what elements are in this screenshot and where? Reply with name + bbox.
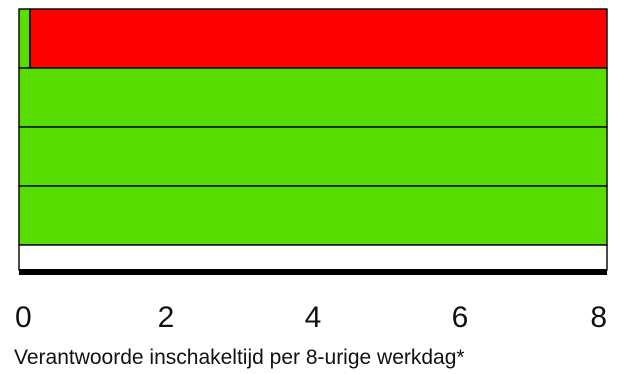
bar-row-1-segment-1	[18, 8, 31, 69]
bar-row-3-segment-1	[18, 126, 608, 187]
x-tick-label: 4	[305, 301, 322, 334]
bar-row-4-segment-1	[18, 185, 608, 246]
bar-row-5-segment-1	[18, 244, 608, 271]
x-tick-label: 2	[158, 301, 175, 334]
x-axis-label: Verantwoorde inschakeltijd per 8-urige w…	[14, 346, 465, 369]
bar-row-1-segment-2	[29, 8, 608, 69]
x-tick-label: 0	[15, 301, 32, 334]
bar-row-2-segment-1	[18, 67, 608, 128]
x-tick-labels: 0 2 4 6 8	[15, 301, 607, 334]
x-tick-label: 8	[590, 301, 607, 334]
x-axis-baseline	[19, 269, 607, 275]
bars-group	[18, 8, 608, 271]
x-tick-label: 6	[452, 301, 469, 334]
